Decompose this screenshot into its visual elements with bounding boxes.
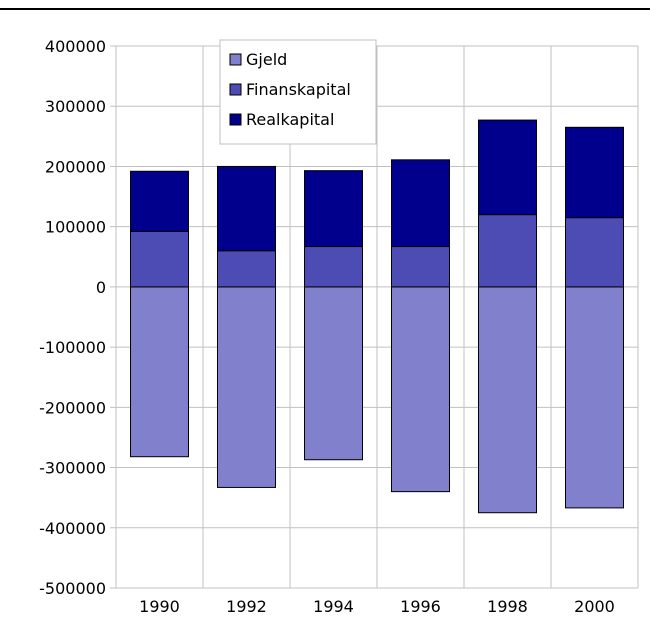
bar-finanskapital-1996	[391, 246, 450, 288]
bar-realkapital-1996	[391, 159, 450, 248]
y-tick-label: -500000	[39, 579, 106, 598]
bar-finanskapital-1992	[217, 250, 276, 288]
bar-realkapital-2000	[565, 126, 624, 219]
axis-layer: 400000 300000 200000 100000 0 -100000 -200000 -…	[39, 37, 615, 616]
bar-gjeld-1996	[391, 286, 450, 493]
y-tick-label: 300000	[45, 97, 106, 116]
bar-gjeld-1998	[478, 286, 537, 514]
legend-swatch-realkapital	[229, 113, 242, 126]
bar-finanskapital-1998	[478, 214, 537, 288]
x-tick-label: 1996	[400, 597, 441, 616]
y-tick-label: 200000	[45, 157, 106, 176]
bar-realkapital-1990	[130, 170, 189, 232]
bar-finanskapital-2000	[565, 217, 624, 288]
bar-realkapital-1998	[478, 119, 537, 216]
y-tick-label: 0	[96, 278, 106, 297]
y-tick-label: -100000	[39, 338, 106, 357]
grid-layer	[115, 45, 639, 589]
x-tick-label: 1990	[139, 597, 180, 616]
bar-gjeld-1990	[130, 286, 189, 458]
y-tick-label: -400000	[39, 519, 106, 538]
bar-gjeld-2000	[565, 286, 624, 509]
x-tick-label: 2000	[574, 597, 615, 616]
y-tick-label: 100000	[45, 218, 106, 237]
y-tick-label: 400000	[45, 37, 106, 56]
bar-finanskapital-1994	[304, 246, 363, 288]
y-tick-label: -300000	[39, 459, 106, 478]
bar-realkapital-1994	[304, 170, 363, 248]
legend-label-realkapital: Realkapital	[246, 110, 334, 129]
bars-layer	[130, 119, 624, 514]
bar-realkapital-1992	[217, 165, 276, 252]
legend-box	[219, 39, 377, 145]
x-tick-label: 1992	[226, 597, 267, 616]
legend-swatch-finanskapital	[229, 83, 242, 96]
bar-gjeld-1992	[217, 286, 276, 488]
bar-gjeld-1994	[304, 286, 363, 461]
legend-swatch-gjeld	[229, 53, 242, 66]
y-tick-label: -200000	[39, 398, 106, 417]
x-tick-label: 1994	[313, 597, 354, 616]
x-tick-label: 1998	[487, 597, 528, 616]
legend: Gjeld Finanskapital Realkapital	[219, 39, 377, 145]
legend-label-finanskapital: Finanskapital	[246, 80, 351, 99]
bar-finanskapital-1990	[130, 230, 189, 288]
legend-label-gjeld: Gjeld	[246, 50, 287, 69]
